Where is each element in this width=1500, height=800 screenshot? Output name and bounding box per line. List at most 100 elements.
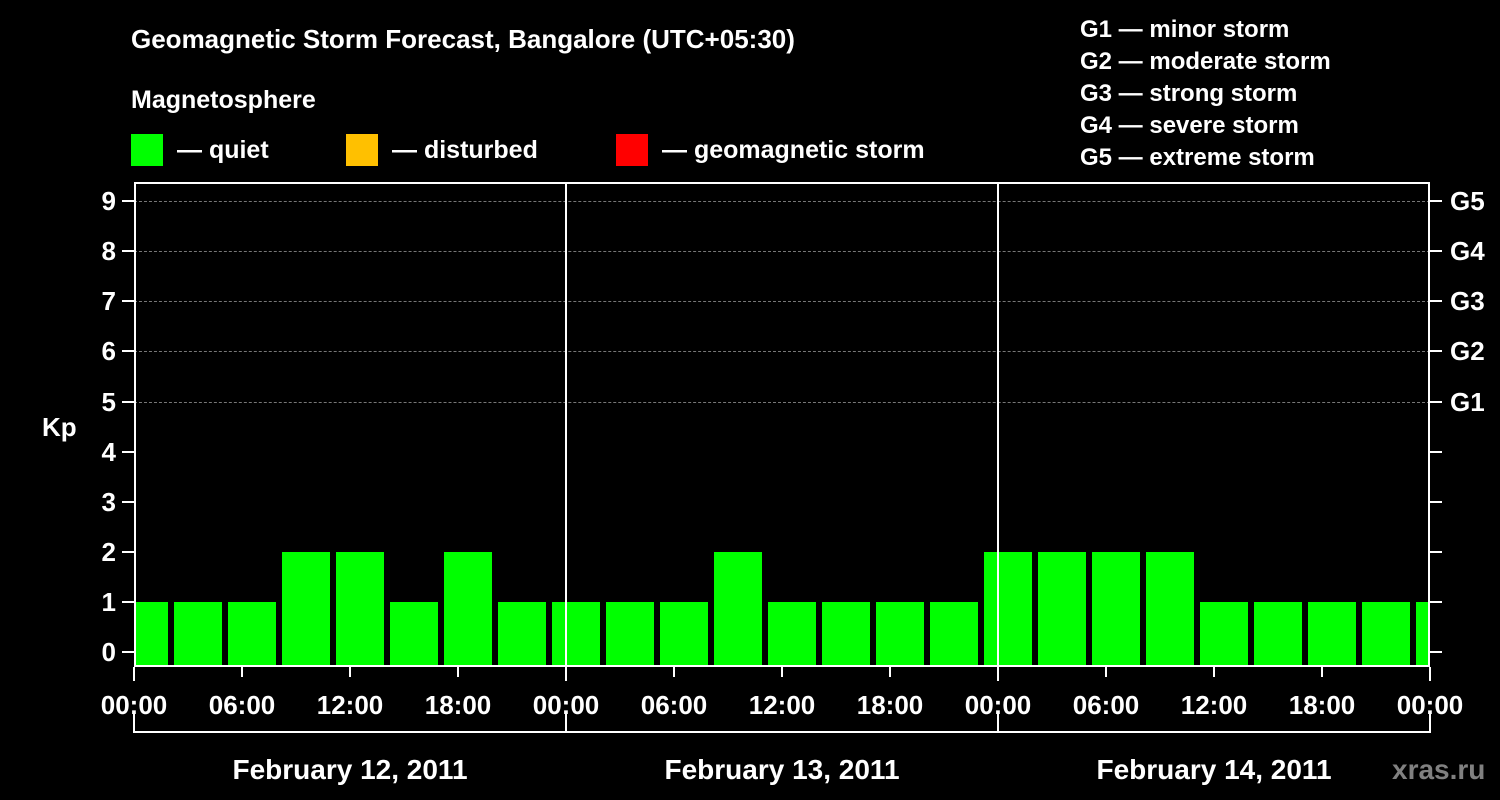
kp-bar xyxy=(336,551,384,667)
y-tick-label: 9 xyxy=(101,186,116,217)
chart-title: Geomagnetic Storm Forecast, Bangalore (U… xyxy=(131,24,795,54)
kp-bar xyxy=(282,551,330,667)
watermark: xras.ru xyxy=(1392,754,1486,785)
date-label: February 13, 2011 xyxy=(664,754,900,785)
y-tick xyxy=(122,250,134,253)
kp-bar xyxy=(714,551,762,667)
kp-bar xyxy=(174,601,222,667)
y-tick xyxy=(122,500,134,503)
kp-bar xyxy=(1092,551,1140,667)
y-tick xyxy=(122,600,134,603)
y-tick-label: 2 xyxy=(101,536,116,567)
g-level-label: G5 xyxy=(1450,186,1485,217)
y-tick-right xyxy=(1430,350,1442,353)
grid-line xyxy=(134,251,1430,253)
y-tick-label: 6 xyxy=(101,336,116,367)
kp-bar xyxy=(660,601,708,667)
x-tick-label: 18:00 xyxy=(856,690,924,720)
y-tick-right xyxy=(1430,450,1442,453)
grid-line xyxy=(134,201,1430,203)
x-tick xyxy=(997,667,999,681)
date-bracket-end xyxy=(133,714,135,733)
x-tick xyxy=(1429,667,1431,681)
x-tick-label: 06:00 xyxy=(1072,690,1140,720)
x-tick-label: 12:00 xyxy=(748,690,816,720)
legend-disturbed: — disturbed xyxy=(346,134,538,166)
x-tick xyxy=(349,667,351,677)
x-tick-label: 18:00 xyxy=(424,690,492,720)
kp-bar xyxy=(552,601,600,667)
x-tick xyxy=(781,667,783,677)
legend-label: — disturbed xyxy=(392,135,538,164)
kp-bar xyxy=(1038,551,1086,667)
kp-bar xyxy=(1254,601,1302,667)
chart-subtitle: Magnetosphere xyxy=(131,86,316,114)
y-tick xyxy=(122,400,134,403)
g4-legend: G4 — severe storm xyxy=(1080,112,1299,139)
g-scale-legend: G1 — minor storm G2 — moderate storm G3 … xyxy=(1080,14,1331,174)
kp-bar xyxy=(930,601,978,667)
g2-legend: G2 — moderate storm xyxy=(1080,48,1331,75)
legend-label: — geomagnetic storm xyxy=(662,135,925,164)
kp-bar xyxy=(984,551,1032,667)
y-tick xyxy=(122,200,134,203)
y-tick-right xyxy=(1430,250,1442,253)
y-tick-label: 4 xyxy=(101,436,116,467)
kp-bar xyxy=(390,601,438,667)
kp-bar xyxy=(822,601,870,667)
kp-bar xyxy=(606,601,654,667)
g3-legend: G3 — strong storm xyxy=(1080,80,1298,107)
x-tick xyxy=(1321,667,1323,677)
y-tick-right xyxy=(1430,550,1442,553)
day-separator xyxy=(997,182,999,667)
y-tick-label: 7 xyxy=(101,286,116,317)
x-tick xyxy=(889,667,891,677)
x-tick xyxy=(133,667,135,681)
y-tick-right xyxy=(1430,600,1442,603)
x-tick-label: 12:00 xyxy=(1180,690,1248,720)
x-tick-label: 12:00 xyxy=(316,690,384,720)
g5-legend: G5 — extreme storm xyxy=(1080,144,1315,171)
y-tick-right xyxy=(1430,400,1442,403)
grid-line xyxy=(134,351,1430,353)
day-separator xyxy=(565,182,567,667)
y-tick xyxy=(122,350,134,353)
date-bracket-end xyxy=(565,714,567,733)
date-bracket xyxy=(134,731,1430,733)
kp-bar xyxy=(1200,601,1248,667)
y-tick-label: 0 xyxy=(101,637,116,667)
x-tick xyxy=(673,667,675,677)
g-level-label: G2 xyxy=(1450,336,1485,367)
grid-line xyxy=(134,401,1430,403)
y-tick xyxy=(122,450,134,453)
x-tick-label: 06:00 xyxy=(640,690,708,720)
x-tick xyxy=(241,667,243,677)
y-tick-label: 8 xyxy=(101,236,116,267)
y-tick-right xyxy=(1430,300,1442,303)
g1-legend: G1 — minor storm xyxy=(1080,16,1290,43)
x-tick xyxy=(1105,667,1107,677)
kp-bar xyxy=(136,601,168,667)
y-tick-label: 1 xyxy=(101,586,116,617)
y-tick-label: 3 xyxy=(101,486,116,517)
kp-bar xyxy=(444,551,492,667)
g-level-label: G3 xyxy=(1450,286,1485,317)
date-bracket-end xyxy=(1429,714,1431,733)
kp-bar xyxy=(1308,601,1356,667)
legend-storm: — geomagnetic storm xyxy=(616,134,925,166)
y-tick xyxy=(122,550,134,553)
y-tick-label: 5 xyxy=(101,386,116,417)
kp-bar xyxy=(1416,601,1428,667)
x-tick xyxy=(1213,667,1215,677)
y-tick xyxy=(122,300,134,303)
disturbed-swatch-icon xyxy=(346,134,378,166)
kp-bar xyxy=(768,601,816,667)
x-tick-label: 18:00 xyxy=(1288,690,1356,720)
kp-bar xyxy=(1362,601,1410,667)
legend-quiet: — quiet xyxy=(131,134,269,166)
y-tick-right xyxy=(1430,200,1442,203)
kp-bar xyxy=(1146,551,1194,667)
date-label: February 14, 2011 xyxy=(1096,754,1332,785)
date-label: February 12, 2011 xyxy=(232,754,468,785)
y-axis-label: Kp xyxy=(42,412,77,442)
